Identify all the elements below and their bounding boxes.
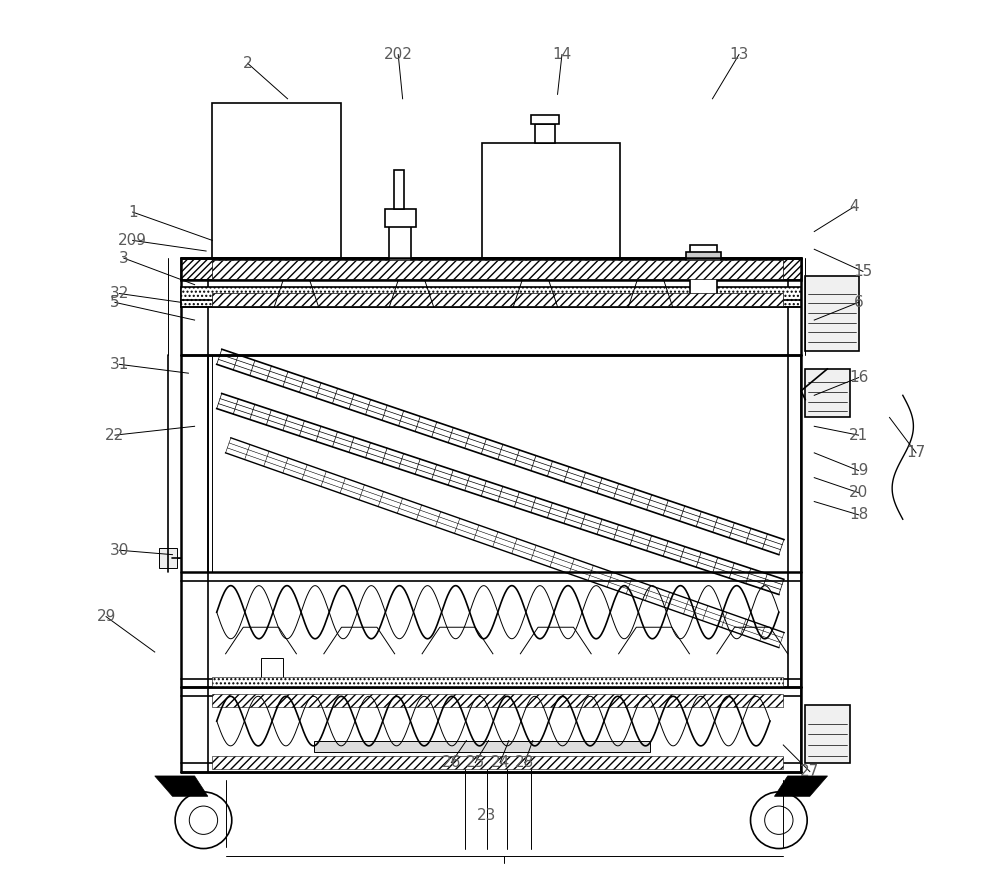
Text: 24: 24 xyxy=(490,755,510,770)
Bar xyxy=(394,170,404,210)
Text: 14: 14 xyxy=(552,47,572,62)
Bar xyxy=(181,258,801,281)
Polygon shape xyxy=(155,776,208,797)
Text: 209: 209 xyxy=(118,233,147,248)
Bar xyxy=(389,214,411,263)
Bar xyxy=(482,143,620,258)
Text: 30: 30 xyxy=(110,543,129,558)
Bar xyxy=(805,276,859,351)
Text: 19: 19 xyxy=(849,463,868,478)
Bar xyxy=(212,260,783,280)
Bar xyxy=(212,694,783,707)
Bar xyxy=(261,658,283,680)
Bar xyxy=(690,245,717,303)
Bar xyxy=(212,677,783,686)
Text: 16: 16 xyxy=(849,370,868,385)
Text: 26: 26 xyxy=(442,755,461,770)
Bar xyxy=(212,103,341,258)
Text: 5: 5 xyxy=(110,295,120,310)
Text: 17: 17 xyxy=(906,446,926,460)
Text: 22: 22 xyxy=(105,428,125,442)
Text: 25: 25 xyxy=(466,755,485,770)
Text: 6: 6 xyxy=(854,295,863,310)
Text: 20: 20 xyxy=(849,485,868,500)
Bar xyxy=(159,549,177,568)
Text: 13: 13 xyxy=(729,47,749,62)
Text: 27: 27 xyxy=(800,764,819,779)
Polygon shape xyxy=(774,776,828,797)
Bar xyxy=(385,210,416,227)
Bar xyxy=(314,741,650,752)
Text: 15: 15 xyxy=(853,264,873,279)
Text: 2: 2 xyxy=(243,56,253,71)
Text: 32: 32 xyxy=(110,286,129,301)
Bar xyxy=(531,115,559,123)
Text: 3: 3 xyxy=(119,250,129,266)
Text: 21: 21 xyxy=(849,428,868,442)
Text: 18: 18 xyxy=(849,507,868,522)
Bar xyxy=(212,756,783,769)
Text: 28: 28 xyxy=(515,755,534,770)
Text: 29: 29 xyxy=(96,609,116,624)
Bar xyxy=(805,369,850,417)
Text: 4: 4 xyxy=(849,199,859,214)
Text: 202: 202 xyxy=(384,47,413,62)
Bar xyxy=(805,705,850,763)
Text: 23: 23 xyxy=(477,808,496,823)
Bar xyxy=(212,293,783,305)
Text: 31: 31 xyxy=(110,357,129,372)
Bar xyxy=(686,252,721,263)
Bar xyxy=(535,123,555,143)
Text: 1: 1 xyxy=(128,204,137,219)
Bar xyxy=(181,288,801,306)
